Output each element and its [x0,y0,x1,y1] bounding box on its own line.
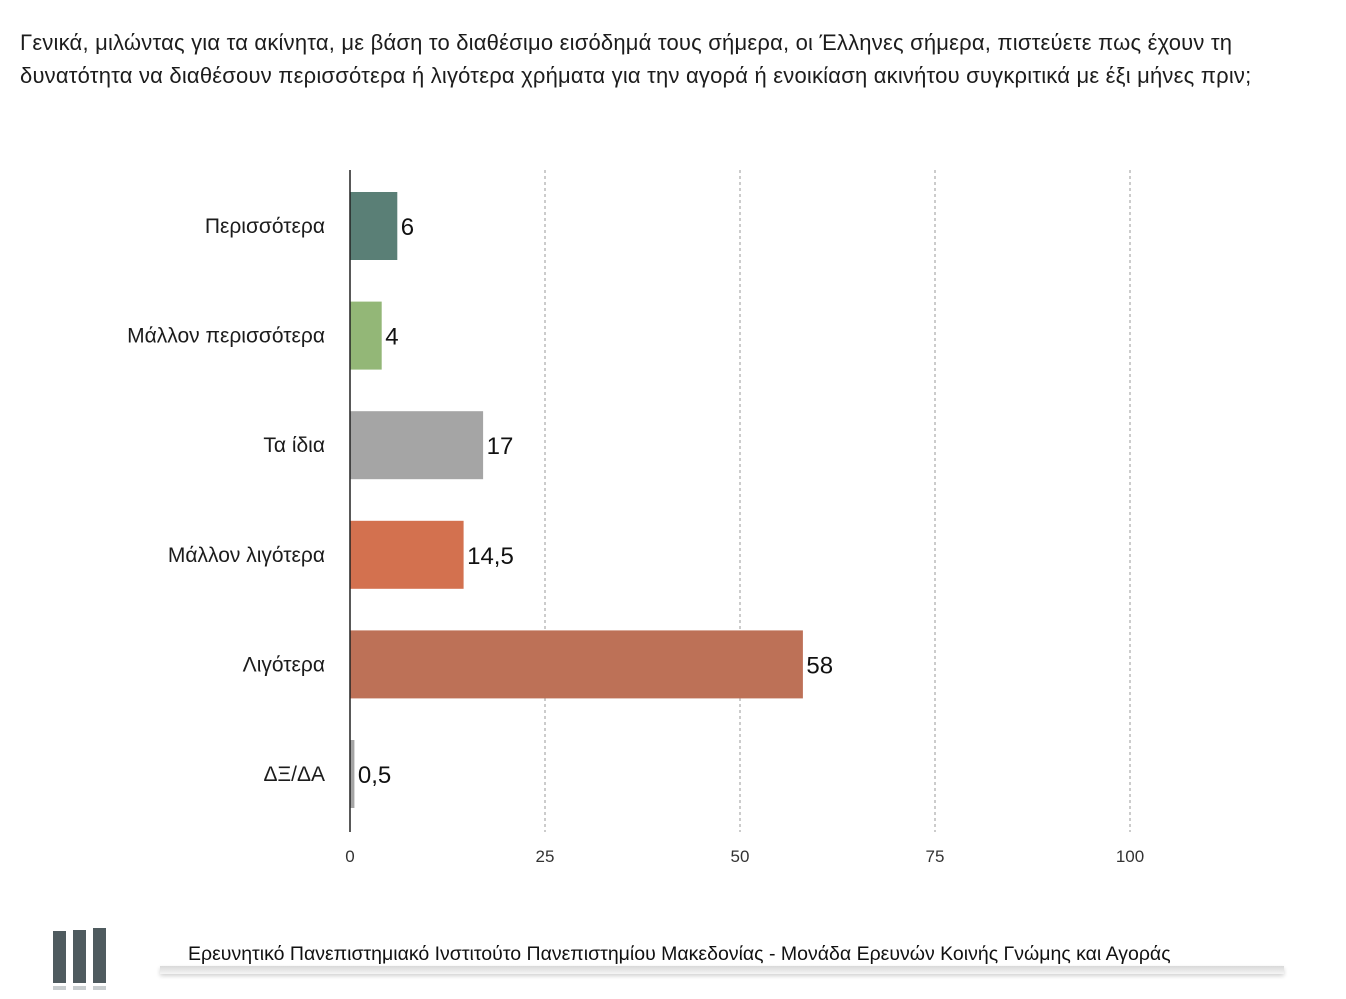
x-tick-label: 0 [345,847,354,866]
bar-3 [350,411,484,480]
category-label: Μάλλον περισσότερα [127,325,325,348]
bar-4 [350,520,464,589]
institute-logo [52,928,108,994]
chart-bars [350,192,803,808]
bar-2 [350,301,382,370]
category-label: Περισσότερα [205,215,325,238]
value-label: 6 [401,214,414,241]
chart-question: Γενικά, μιλώντας για τα ακίνητα, με βάση… [20,30,1252,88]
chart-gridlines [544,170,1131,832]
category-label: Τα ίδια [263,434,325,457]
value-label: 0,5 [358,762,391,789]
bar-chart: Περισσότερα Μάλλον περισσότερα Τα ίδια Μάλλ… [127,170,1144,866]
category-label: Λιγότερα [243,653,325,676]
category-label: ΔΞ/ΔΑ [263,763,325,786]
bar-5 [350,630,803,699]
x-tick-label: 50 [731,847,750,866]
bar-1 [350,192,398,260]
x-axis-ticks: 0 25 50 75 100 [345,847,1144,866]
value-label: 14,5 [467,543,514,570]
footer-bar [160,966,1284,974]
x-tick-label: 25 [536,847,555,866]
bar-6 [350,740,355,808]
value-labels: 6 4 17 14,5 58 0,5 [358,214,833,789]
value-label: 4 [385,324,398,351]
footer-text: Ερευνητικό Πανεπιστημιακό Ινστιτούτο Παν… [188,943,1171,965]
value-label: 17 [487,433,514,460]
category-labels: Περισσότερα Μάλλον περισσότερα Τα ίδια Μάλλ… [127,215,325,786]
category-label: Μάλλον λιγότερα [168,544,325,567]
value-label: 58 [806,652,833,679]
x-tick-label: 100 [1116,847,1144,866]
x-tick-label: 75 [926,847,945,866]
